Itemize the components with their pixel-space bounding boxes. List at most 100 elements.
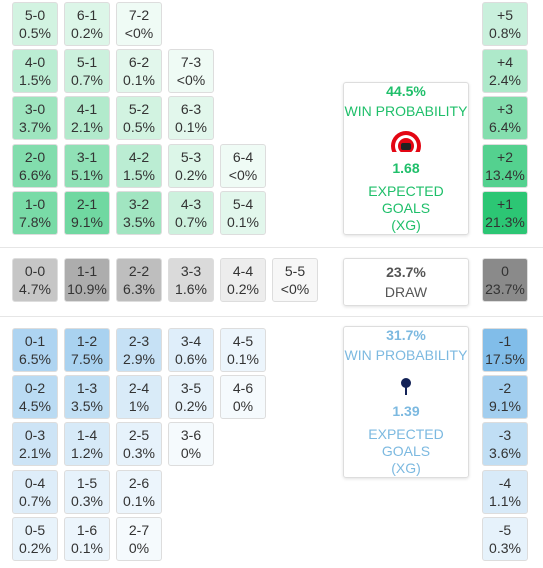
probability: <0%: [176, 72, 206, 88]
probability: 0.1%: [227, 214, 259, 230]
probability: <0%: [228, 167, 258, 183]
probability: 10.9%: [67, 281, 107, 297]
score-cell: 4-4 0.2%: [220, 258, 266, 302]
probability: 0%: [180, 445, 202, 461]
team-logo: [401, 378, 411, 395]
probability: 0.1%: [71, 540, 103, 556]
score: -3: [498, 427, 512, 443]
score-cell: 3-6 0%: [168, 422, 214, 466]
probability: 3.6%: [489, 445, 521, 461]
score: 6-4: [232, 149, 254, 165]
label: WIN PROBABILITY: [344, 103, 468, 119]
score: 7-3: [180, 54, 202, 70]
score-cell: 4-1 2.1%: [64, 96, 110, 140]
win-probability: 23.7%: [386, 263, 426, 280]
probability: 0.7%: [175, 214, 207, 230]
score: -1: [498, 333, 512, 349]
score: 4-1: [76, 101, 98, 117]
score: +2: [497, 149, 513, 165]
score-cell: +5 0.8%: [482, 2, 528, 46]
score-cell: 2-5 0.3%: [116, 422, 162, 466]
probability: 17.5%: [485, 351, 525, 367]
score-cell: 4-0 1.5%: [12, 49, 58, 93]
score: 4-0: [24, 54, 46, 70]
score-cell: 0-3 2.1%: [12, 422, 58, 466]
score-cell: 1-5 0.3%: [64, 470, 110, 514]
separator: [0, 247, 543, 248]
expected-goals: 1.39: [392, 403, 420, 419]
score-cell: 5-0 0.5%: [12, 2, 58, 46]
score: 4-4: [232, 263, 254, 279]
score-cell: +3 6.4%: [482, 96, 528, 140]
score: -5: [498, 522, 512, 538]
probability: 7.5%: [71, 351, 103, 367]
score-cell: +4 2.4%: [482, 49, 528, 93]
score: 2-3: [128, 333, 150, 349]
probability: 0.2%: [175, 167, 207, 183]
score-cell: 0-0 4.7%: [12, 258, 58, 302]
score-cell: 6-1 0.2%: [64, 2, 110, 46]
score: +3: [497, 101, 513, 117]
score-cell: 5-1 0.7%: [64, 49, 110, 93]
score: 2-0: [24, 149, 46, 165]
score: 1-0: [24, 196, 46, 212]
score: 2-6: [128, 475, 150, 491]
score: 0-2: [24, 380, 46, 396]
score-cell: 4-2 1.5%: [116, 144, 162, 188]
summary-box: 31.7% WIN PROBABILITY 1.39 EXPECTED GOALS (X…: [343, 326, 469, 478]
probability: 0.5%: [19, 25, 51, 41]
probability: 0.1%: [123, 493, 155, 509]
score: 2-4: [128, 380, 150, 396]
score-cell: 2-1 9.1%: [64, 191, 110, 235]
probability: 0.8%: [489, 25, 521, 41]
score: 4-3: [180, 196, 202, 212]
score-cell: +1 21.3%: [482, 191, 528, 235]
score-cell: -5 0.3%: [482, 517, 528, 561]
score: 1-4: [76, 427, 98, 443]
score: 0-1: [24, 333, 46, 349]
score-cell: 5-4 0.1%: [220, 191, 266, 235]
score: 3-2: [128, 196, 150, 212]
probability: 0.2%: [71, 25, 103, 41]
score-cell: 2-4 1%: [116, 375, 162, 419]
score: 3-4: [180, 333, 202, 349]
xg-label: EXPECTED GOALS (XG): [344, 426, 468, 477]
score: 2-7: [128, 522, 150, 538]
score: 1-3: [76, 380, 98, 396]
score-cell: 2-2 6.3%: [116, 258, 162, 302]
win-probability: 44.5%: [386, 83, 426, 99]
score-cell: 1-1 10.9%: [64, 258, 110, 302]
probability: 2.9%: [123, 351, 155, 367]
xg-label: EXPECTED GOALS (XG): [344, 183, 468, 234]
score-cell: 3-4 0.6%: [168, 328, 214, 372]
probability: 9.1%: [71, 214, 103, 230]
score-cell: -3 3.6%: [482, 422, 528, 466]
score: 3-1: [76, 149, 98, 165]
score: 7-2: [128, 7, 150, 23]
summary-box: 23.7% DRAW: [343, 258, 469, 306]
score: 1-6: [76, 522, 98, 538]
score: 5-0: [24, 7, 46, 23]
probability: 0.7%: [19, 493, 51, 509]
score-cell: -2 9.1%: [482, 375, 528, 419]
probability: 6.3%: [123, 281, 155, 297]
xg-label-line: EXPECTED GOALS: [368, 183, 444, 216]
score-cell: +2 13.4%: [482, 144, 528, 188]
probability: 0.1%: [123, 72, 155, 88]
score: 3-6: [180, 427, 202, 443]
probability: 6.5%: [19, 351, 51, 367]
probability: 0%: [232, 398, 254, 414]
label: WIN PROBABILITY: [344, 347, 468, 363]
score: 0: [501, 263, 509, 279]
score-cell: 5-3 0.2%: [168, 144, 214, 188]
score: 2-5: [128, 427, 150, 443]
score-cell: 0 23.7%: [482, 258, 528, 302]
score-cell: 1-3 3.5%: [64, 375, 110, 419]
probability: 1.1%: [489, 493, 521, 509]
score-cell: -4 1.1%: [482, 470, 528, 514]
probability: 0.3%: [71, 493, 103, 509]
probability: 0%: [128, 540, 150, 556]
score: 1-5: [76, 475, 98, 491]
probability: 4.7%: [19, 281, 51, 297]
